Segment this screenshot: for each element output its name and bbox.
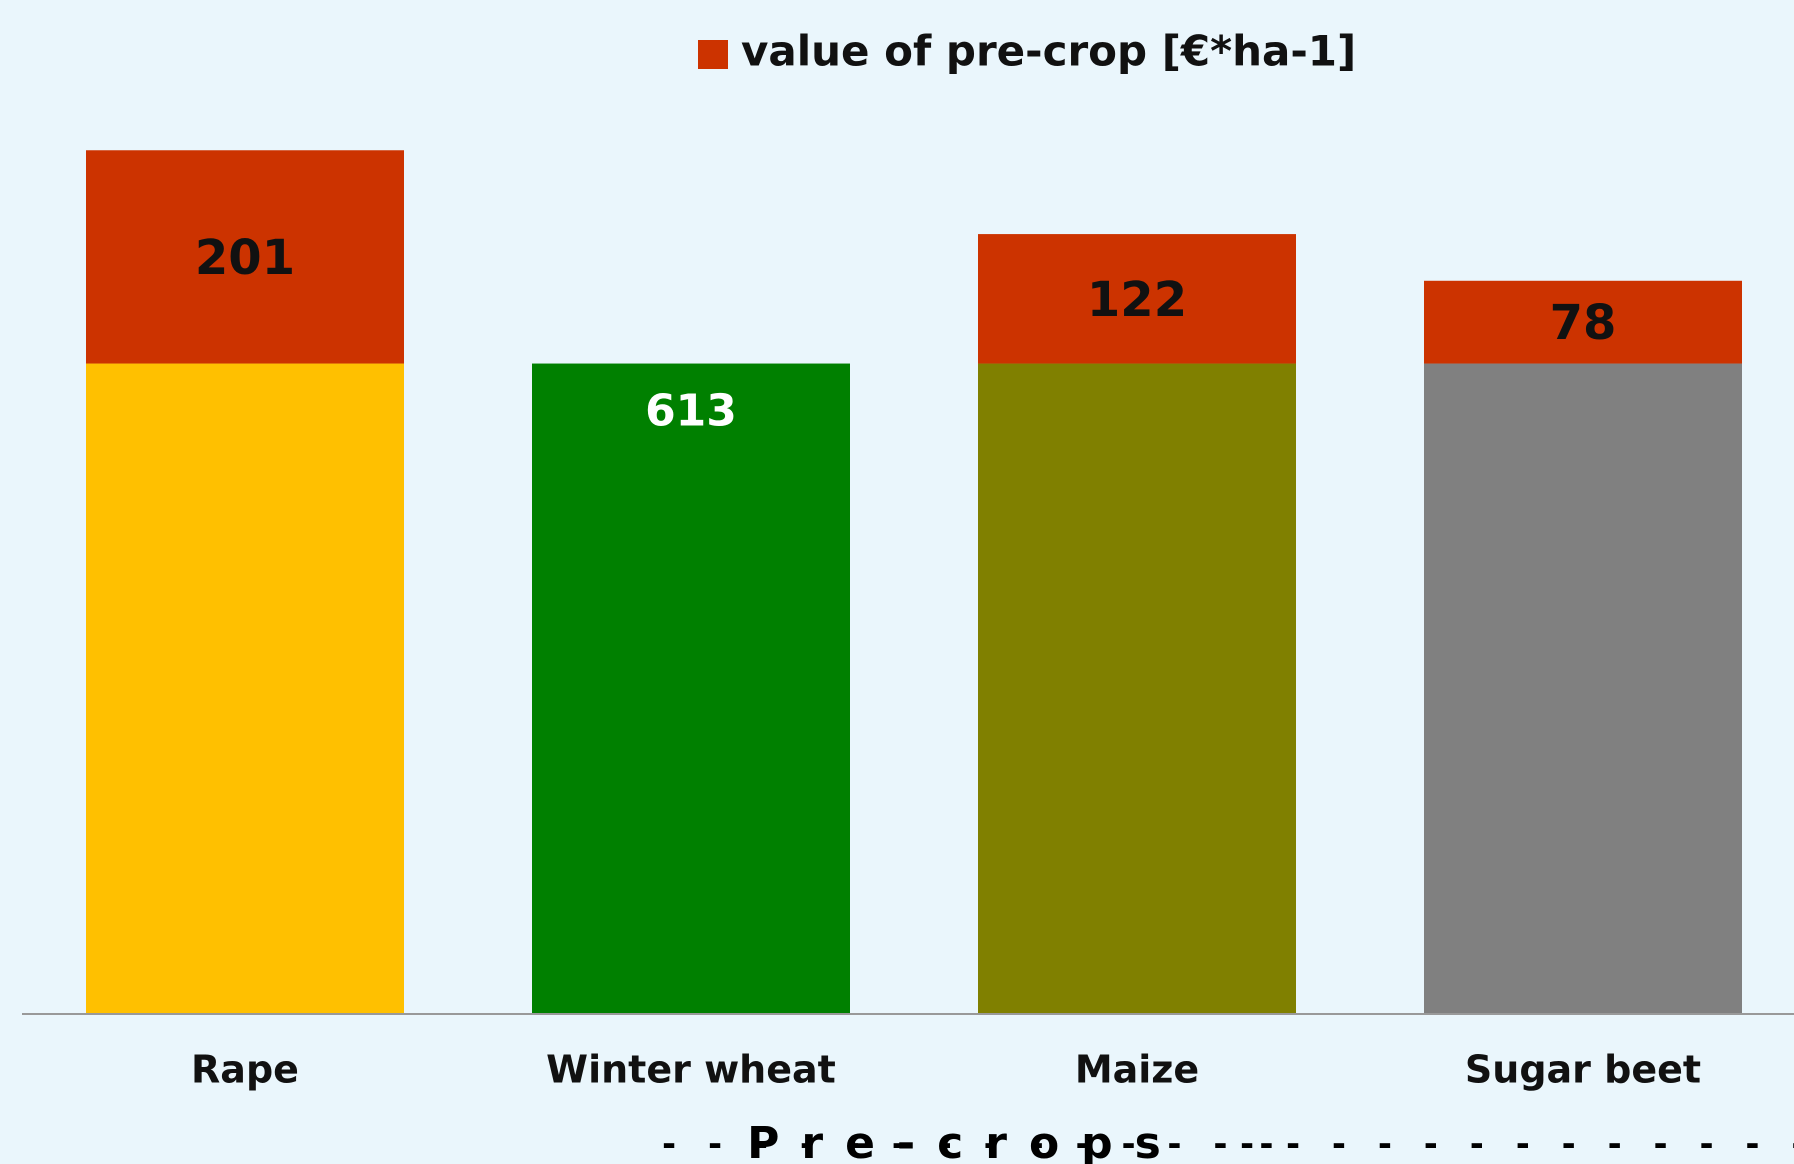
x-tick-label: Sugar beet — [1465, 1048, 1701, 1092]
legend-label: value of pre-crop [€*ha-1] — [741, 27, 1356, 76]
x-dashes: - - - - - - - - - - - - - — [1240, 1125, 1794, 1164]
data-label: 613 — [645, 386, 737, 437]
bar-segment — [1424, 363, 1742, 1014]
data-label: 201 — [195, 230, 295, 286]
data-label: 122 — [1087, 272, 1187, 328]
data-label: 78 — [1550, 295, 1617, 351]
legend-swatch — [698, 40, 728, 69]
x-tick-label: Rape — [191, 1048, 299, 1092]
bar-segment — [532, 363, 850, 1014]
bar-segment — [86, 363, 404, 1014]
x-axis-title: Pre-crops — [747, 1118, 1183, 1164]
bar-segment — [978, 234, 1296, 364]
x-tick-label: Winter wheat — [546, 1048, 836, 1092]
bar-segment — [978, 363, 1296, 1014]
x-dashes: - - - - - - - - - - - - - - — [662, 1125, 1283, 1164]
bar-segment — [86, 150, 404, 364]
bar-segment — [1424, 280, 1742, 364]
x-tick-label: Maize — [1075, 1048, 1199, 1092]
